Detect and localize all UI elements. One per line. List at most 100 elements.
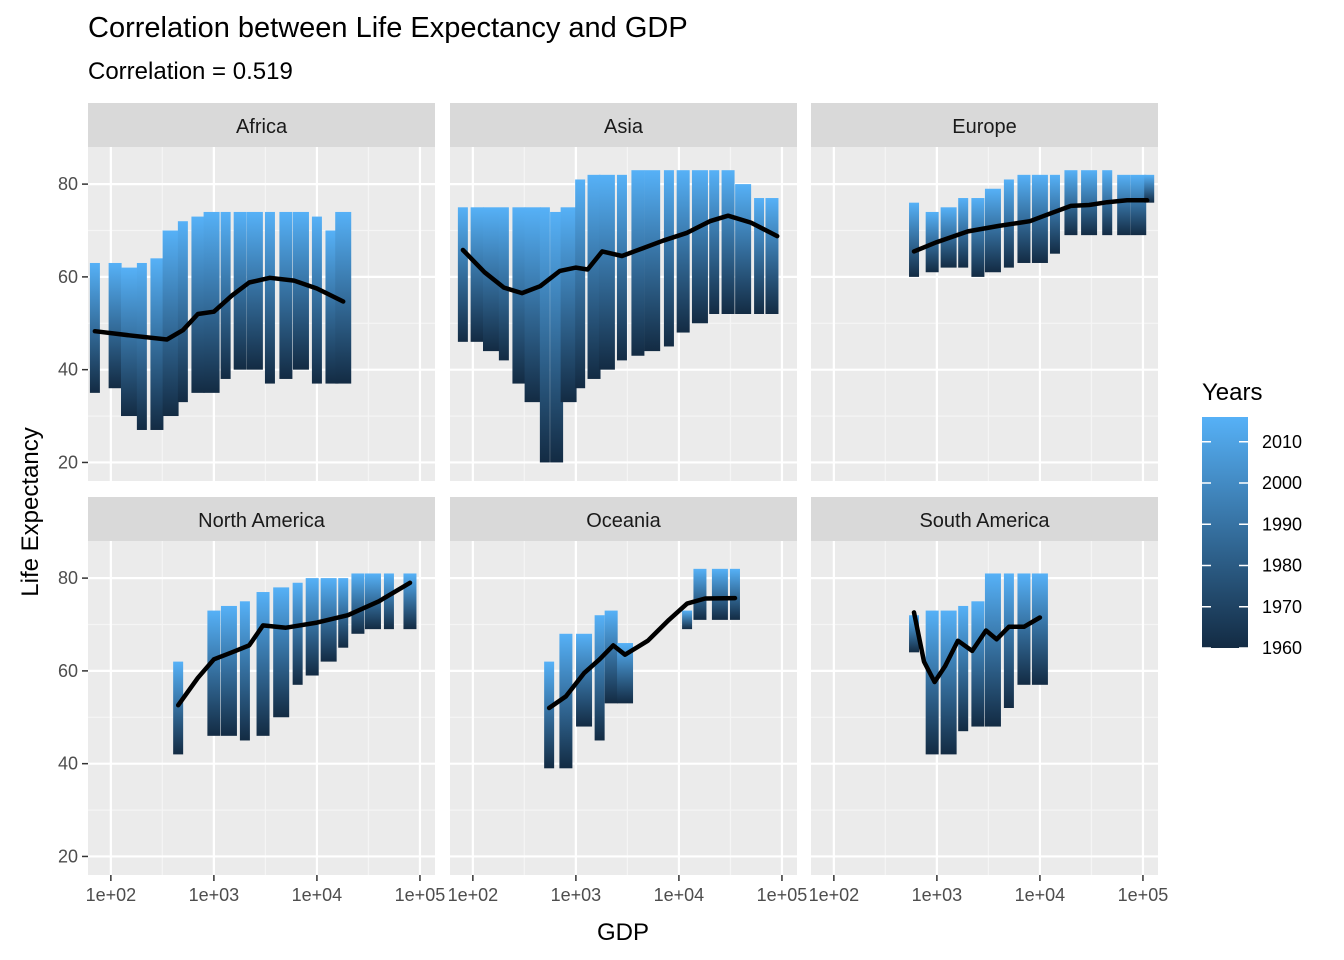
panel-oceania: Oceania (450, 497, 797, 875)
x-tick-label: 1e+02 (809, 885, 860, 905)
point-column-oceania-5 (617, 643, 634, 704)
point-column-north-america-9 (338, 578, 349, 648)
x-tick-label: 1e+03 (551, 885, 602, 905)
point-column-north-america-10 (351, 573, 365, 634)
point-column-oceania-8 (711, 568, 728, 620)
strip-label-oceania: Oceania (586, 510, 661, 532)
point-column-africa-15 (311, 216, 322, 384)
point-column-asia-1 (470, 207, 484, 342)
point-column-europe-4 (971, 198, 985, 277)
points-oceania (544, 568, 740, 769)
point-column-europe-0 (909, 202, 920, 277)
point-column-north-america-2 (220, 605, 237, 736)
point-column-asia-13 (631, 170, 645, 356)
smooth-line-oceania (546, 595, 738, 711)
y-tick-label: 80 (58, 568, 78, 588)
point-column-africa-3 (136, 262, 147, 430)
legend-tick-label: 1980 (1262, 556, 1302, 576)
point-column-south-america-1 (925, 610, 939, 755)
point-column-europe-10 (1064, 170, 1078, 236)
point-column-oceania-3 (594, 615, 605, 741)
x-tick-label: 1e+04 (1015, 885, 1066, 905)
point-column-north-america-0 (173, 661, 184, 755)
y-axis-title: Life Expectancy (17, 427, 44, 596)
panel-asia: Asia (450, 103, 797, 481)
x-tick-label: 1e+03 (189, 885, 240, 905)
point-column-oceania-9 (729, 568, 740, 620)
legend-tick-label: 1970 (1262, 597, 1302, 617)
x-tick-label: 1e+04 (292, 885, 343, 905)
point-column-europe-14 (1130, 174, 1147, 236)
point-column-south-america-6 (1003, 573, 1014, 708)
strip-europe (811, 103, 1158, 147)
point-column-asia-17 (691, 170, 708, 324)
strip-south-america (811, 497, 1158, 541)
point-column-asia-9 (575, 179, 586, 389)
x-tick-label: 1e+05 (757, 885, 808, 905)
panel-europe: Europe (811, 103, 1158, 481)
point-column-asia-5 (524, 207, 541, 403)
point-column-north-america-3 (239, 601, 250, 741)
point-column-asia-12 (616, 174, 627, 361)
point-column-south-america-2 (940, 610, 957, 755)
chart-title: Correlation between Life Expectancy and … (88, 12, 688, 44)
point-column-africa-4 (150, 258, 164, 430)
strip-label-europe: Europe (952, 116, 1017, 138)
point-column-asia-20 (735, 184, 752, 314)
point-column-oceania-6 (682, 610, 693, 630)
x-tick-label: 1e+02 (448, 885, 499, 905)
panel-africa: Africa (88, 103, 435, 481)
point-column-south-america-7 (1017, 573, 1031, 685)
point-column-africa-11 (246, 211, 263, 370)
point-column-europe-13 (1117, 174, 1131, 236)
smooth-line-asia (460, 213, 780, 296)
point-column-south-america-4 (971, 601, 985, 727)
point-column-oceania-1 (559, 633, 573, 769)
point-column-europe-9 (1049, 174, 1060, 254)
point-column-south-america-5 (984, 573, 1001, 727)
points-africa (89, 211, 352, 430)
point-column-africa-2 (120, 267, 137, 417)
points-asia (457, 170, 779, 463)
point-column-africa-6 (177, 221, 188, 403)
point-column-africa-17 (335, 211, 352, 384)
x-tick-label: 1e+05 (395, 885, 446, 905)
point-column-africa-13 (279, 211, 293, 379)
point-column-asia-14 (644, 170, 661, 352)
point-column-oceania-2 (576, 633, 593, 727)
point-column-oceania-4 (604, 610, 618, 704)
legend-title: Years (1202, 379, 1263, 406)
smooth-line-europe (911, 198, 1150, 254)
point-column-oceania-7 (693, 568, 707, 620)
points-north-america (173, 573, 417, 755)
point-column-africa-7 (191, 216, 205, 393)
point-column-asia-21 (754, 198, 765, 314)
point-column-asia-22 (765, 198, 779, 314)
point-column-africa-1 (108, 262, 122, 389)
point-column-africa-8 (203, 211, 220, 393)
x-tick-label: 1e+04 (654, 885, 705, 905)
point-column-north-america-11 (364, 573, 381, 630)
point-column-south-america-8 (1031, 573, 1048, 685)
strip-asia (450, 103, 797, 147)
y-tick-label: 80 (58, 174, 78, 194)
point-column-north-america-5 (273, 587, 290, 718)
smooth-line-north-america (175, 580, 413, 708)
y-tick-label: 20 (58, 846, 78, 866)
point-column-europe-15 (1144, 174, 1155, 203)
point-column-europe-7 (1017, 174, 1031, 263)
strip-label-south-america: South America (919, 510, 1050, 532)
y-tick-label: 40 (58, 754, 78, 774)
x-tick-label: 1e+05 (1118, 885, 1169, 905)
point-column-africa-5 (162, 230, 179, 417)
point-column-europe-5 (984, 188, 1001, 273)
panel-north-america: North America (88, 497, 435, 875)
point-column-asia-4 (512, 207, 526, 384)
point-column-north-america-7 (305, 578, 319, 676)
strip-label-north-america: North America (198, 510, 326, 532)
legend-colorbar (1202, 417, 1248, 648)
panel-background-oceania (450, 541, 797, 875)
gridlines-south-america (811, 541, 1158, 875)
point-column-north-america-4 (256, 592, 270, 736)
legend-tick-label: 2000 (1262, 473, 1302, 493)
